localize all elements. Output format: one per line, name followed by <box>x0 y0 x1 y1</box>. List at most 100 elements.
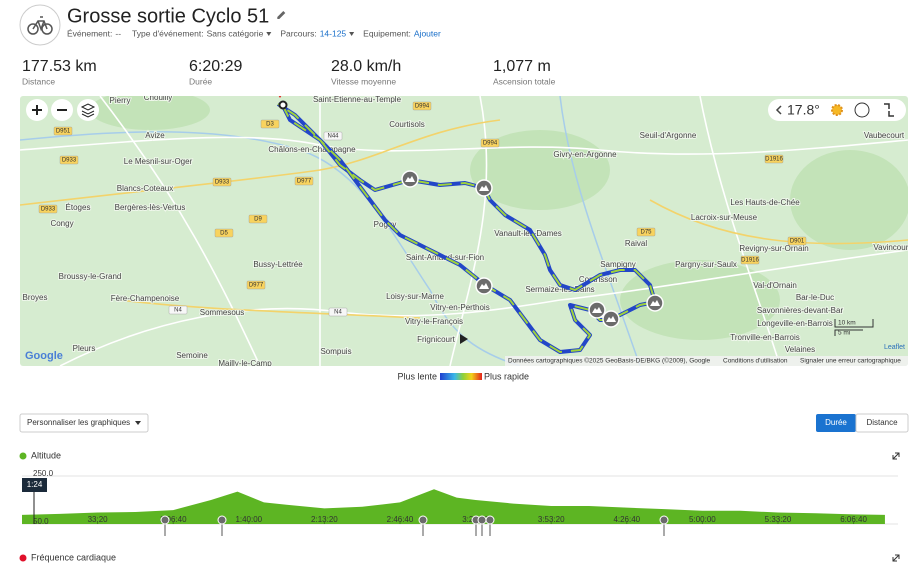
forest <box>90 96 908 340</box>
road-badge <box>168 305 188 315</box>
road-label: D75 <box>640 230 652 236</box>
climb-glyph <box>479 283 489 289</box>
climb-glyph <box>479 185 489 191</box>
x-tick-label: 5:33:20 <box>765 515 792 524</box>
leaflet-link[interactable]: Leaflet <box>884 344 905 351</box>
meta-value: -- <box>115 28 121 38</box>
expand-heart[interactable] <box>892 554 900 562</box>
heart-dot <box>19 554 27 562</box>
place-label: Saint-Étienne-au-Temple <box>313 95 402 104</box>
y-tick-label: 250.0 <box>33 469 54 478</box>
stat-value: 28.0 km/h <box>331 58 401 75</box>
place-label: Sommesous <box>200 308 244 317</box>
dropdown-arrow <box>135 421 141 425</box>
road-badge <box>260 119 280 129</box>
wind-icon <box>854 102 870 118</box>
distance-label: Distance <box>866 418 898 427</box>
stat-label: Vitesse moyenne <box>331 76 396 86</box>
climb-glyph <box>650 300 660 306</box>
road-label: D933 <box>62 158 77 164</box>
main-roads <box>20 119 908 319</box>
bike-glyph <box>27 16 53 35</box>
place-label: Bar-le-Duc <box>796 293 834 302</box>
road-label: D951 <box>56 129 71 135</box>
place-label: Congy <box>50 219 73 228</box>
meta-arrow <box>266 32 272 36</box>
place-label: Le Mesnil-sur-Oger <box>124 157 193 166</box>
x-tick-label: 4:26:40 <box>613 515 640 524</box>
place-label: Vitry-en-Perthois <box>430 303 489 312</box>
customize-button[interactable] <box>19 413 149 433</box>
meta-value: Sans catégorie <box>207 28 264 38</box>
climb-tick-marker <box>659 515 669 525</box>
legend-gradient <box>440 373 482 380</box>
stat-value: 1,077 m <box>493 58 551 75</box>
weather-toggle[interactable] <box>775 105 782 115</box>
road-badge <box>38 204 58 214</box>
stat-label: Ascension totale <box>493 76 556 86</box>
altitude-dot <box>19 452 27 460</box>
place-label: Revigny-sur-Ornain <box>739 244 808 253</box>
road-label: D977 <box>249 283 264 289</box>
edit-icon[interactable] <box>277 11 286 19</box>
road-label: N4 <box>334 310 342 316</box>
place-label: Pleurs <box>73 344 96 353</box>
place-label: Sampigny <box>600 260 636 269</box>
x-tick-label: 1:06:40 <box>160 515 187 524</box>
place-label: Broussy-le-Grand <box>59 272 122 281</box>
place-label: Frignicourt <box>417 335 456 344</box>
road-badge <box>740 255 760 265</box>
x-tick-label: 6:06:40 <box>840 515 867 524</box>
activity-meta: Événement: -- Type d'événement: Sans catégo… <box>67 28 441 38</box>
road-badge <box>53 126 73 136</box>
distance-button[interactable] <box>855 413 909 433</box>
place-label: Seuil-d'Argonne <box>640 131 697 140</box>
road-label: D5 <box>220 231 228 237</box>
x-tick-label: 2:46:40 <box>387 515 414 524</box>
road-badge <box>59 155 79 165</box>
place-label: Semoine <box>176 351 208 360</box>
altitude-chart: 250.0 50.0 33:20 1:06:40 1:40:00 2:13:20 2:46:… <box>22 469 898 536</box>
place-label: Raival <box>625 239 647 248</box>
place-label: Savonnières-devant-Bar <box>757 306 844 315</box>
altitude-title: Altitude <box>31 450 61 460</box>
play-button[interactable] <box>460 334 468 344</box>
duration-button[interactable] <box>816 414 856 432</box>
legend-fast: Plus rapide <box>484 371 529 381</box>
place-label: Mailly-le-Camp <box>218 359 272 368</box>
place-label: Givry-en-Argonne <box>553 150 617 159</box>
place-label: Sermaize-les-Bains <box>525 285 594 294</box>
place-label: Vitry-le-François <box>405 317 463 326</box>
x-tick-label: 1:40:00 <box>235 515 262 524</box>
road-badge <box>636 227 656 237</box>
place-label: Pargny-sur-Saulx <box>675 260 737 269</box>
place-label: Blancs-Coteaux <box>117 184 173 193</box>
place-label: Étoges <box>66 203 91 212</box>
rivers <box>20 96 641 366</box>
place-label: Contrisson <box>579 275 617 284</box>
meta-value[interactable]: 14-125 <box>320 28 347 38</box>
place-label: Chouilly <box>144 93 172 102</box>
terms-link[interactable]: Conditions d'utilisation <box>723 358 788 365</box>
road-badge <box>412 101 432 111</box>
road-badge <box>787 236 807 246</box>
report-link[interactable]: Signaler une erreur cartographique <box>800 358 901 365</box>
climb-tick-marker <box>160 515 170 525</box>
customize-label: Personnaliser les graphiques <box>27 418 130 427</box>
place-label: Ligny-en-Barrois <box>0 0 29 4</box>
fullscreen[interactable] <box>884 103 894 117</box>
route-speed <box>277 103 657 354</box>
road-badge <box>294 176 314 186</box>
expand-altitude[interactable] <box>892 452 900 460</box>
place-label: Val-d'Ornain <box>753 281 797 290</box>
start-pin <box>274 96 286 98</box>
road-label: D933 <box>215 180 230 186</box>
road-label: D3 <box>266 122 274 128</box>
meta-value[interactable]: Ajouter <box>414 28 441 38</box>
road-label: N4 <box>174 308 182 314</box>
stat-value: 6:20:29 <box>189 58 242 75</box>
place-label: Pogny <box>374 220 397 229</box>
road-label: D901 <box>790 239 805 245</box>
weather-icon <box>831 104 843 116</box>
place-label: Châlons-en-Champagne <box>268 145 356 154</box>
